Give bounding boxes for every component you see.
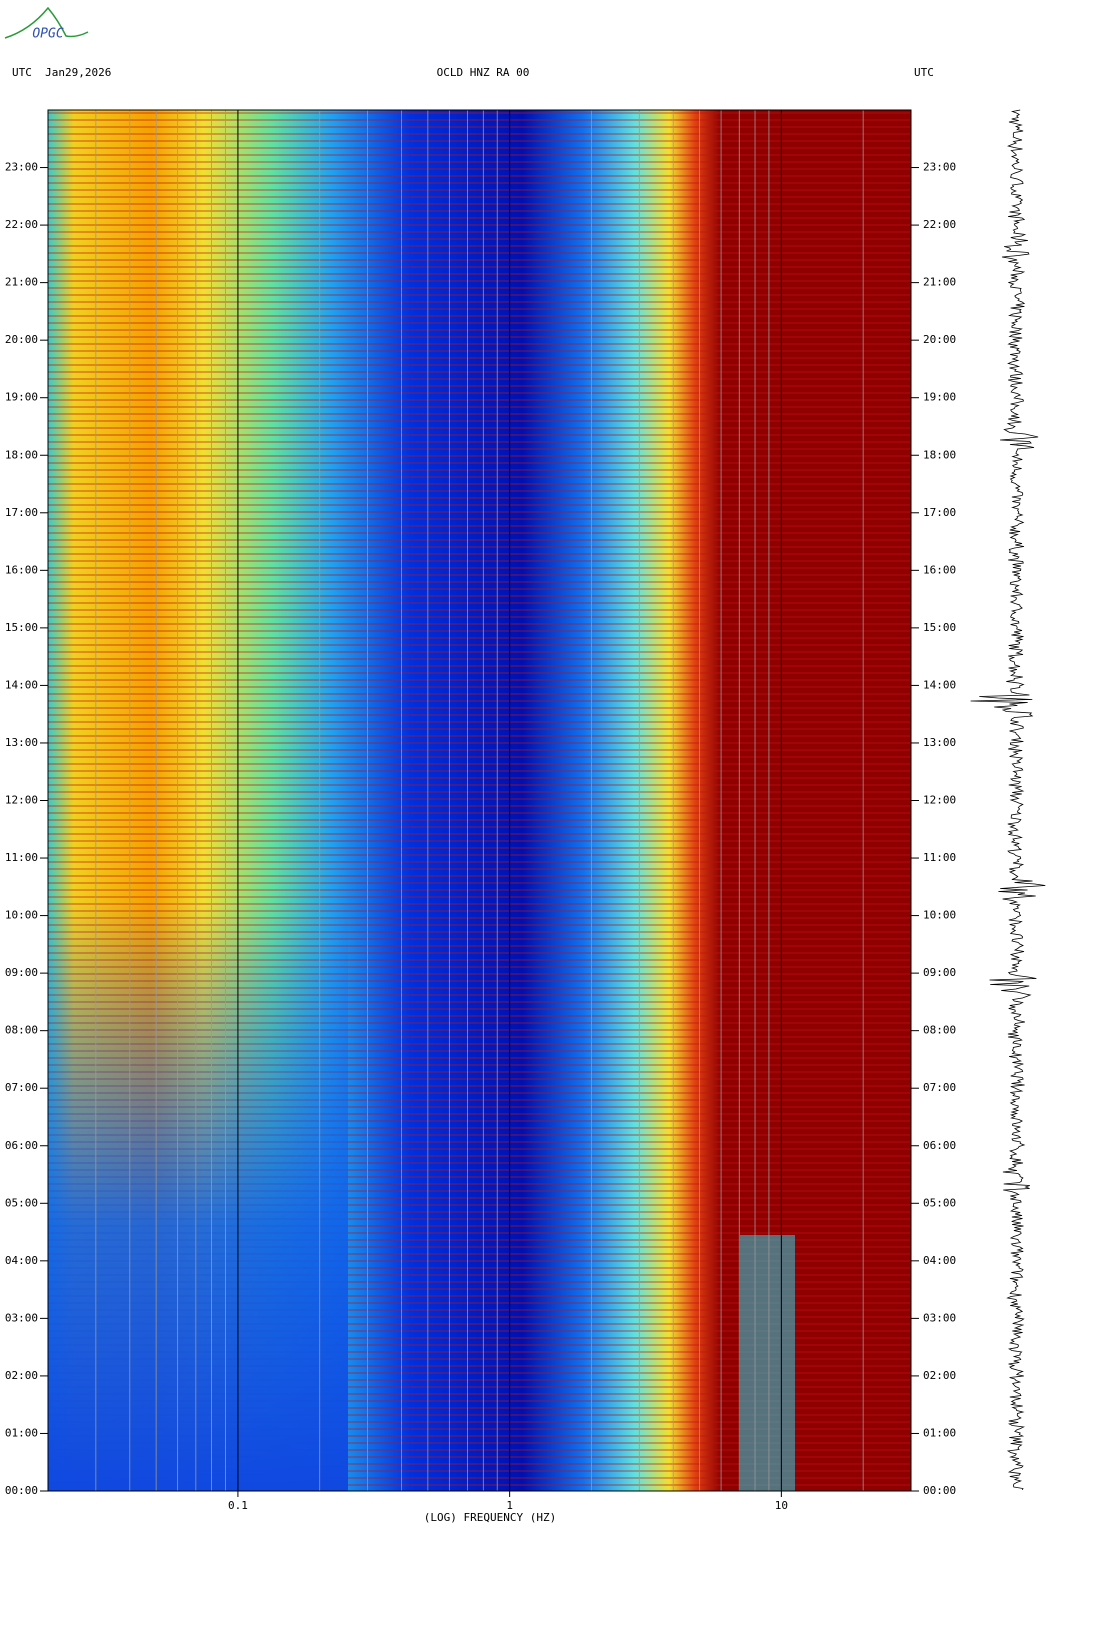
y-tick-label-left: 02:00	[5, 1369, 38, 1382]
y-tick-label-right: 10:00	[923, 909, 956, 922]
y-tick-label-left: 23:00	[5, 161, 38, 174]
y-tick-label-right: 20:00	[923, 333, 956, 346]
y-tick-label-left: 20:00	[5, 333, 38, 346]
y-tick-label-right: 03:00	[923, 1311, 956, 1324]
logo-text: OPGC	[32, 27, 63, 42]
logo: OPGC	[4, 6, 89, 42]
spectrogram-area	[48, 110, 911, 1491]
y-tick-label-right: 12:00	[923, 794, 956, 807]
y-tick-label-left: 19:00	[5, 391, 38, 404]
spectrogram-low-energy	[48, 900, 348, 1491]
x-tick-label: 0.1	[228, 1499, 248, 1512]
y-tick-label-right: 01:00	[923, 1426, 956, 1439]
y-tick-label-left: 14:00	[5, 678, 38, 691]
y-tick-label-right: 11:00	[923, 851, 956, 864]
y-tick-label-right: 00:00	[923, 1484, 956, 1497]
x-tick-label: 1	[506, 1499, 513, 1512]
y-tick-label-left: 13:00	[5, 736, 38, 749]
x-axis-label: (LOG) FREQUENCY (HZ)	[424, 1511, 556, 1524]
x-tick-label: 10	[775, 1499, 788, 1512]
seismogram-trace	[970, 109, 1046, 1491]
y-tick-label-left: 06:00	[5, 1139, 38, 1152]
y-tick-label-right: 22:00	[923, 218, 956, 231]
y-tick-label-left: 04:00	[5, 1254, 38, 1267]
y-tick-label-left: 18:00	[5, 448, 38, 461]
y-tick-label-right: 04:00	[923, 1254, 956, 1267]
y-tick-label-left: 08:00	[5, 1024, 38, 1037]
y-tick-label-left: 22:00	[5, 218, 38, 231]
y-tick-label-left: 16:00	[5, 563, 38, 576]
y-tick-label-right: 09:00	[923, 966, 956, 979]
y-tick-label-right: 19:00	[923, 391, 956, 404]
y-tick-label-left: 12:00	[5, 794, 38, 807]
y-tick-label-left: 15:00	[5, 621, 38, 634]
y-tick-label-left: 10:00	[5, 909, 38, 922]
y-tick-label-right: 18:00	[923, 448, 956, 461]
y-tick-label-left: 03:00	[5, 1311, 38, 1324]
y-tick-label-right: 17:00	[923, 506, 956, 519]
y-tick-label-right: 07:00	[923, 1081, 956, 1094]
y-tick-label-right: 23:00	[923, 161, 956, 174]
y-tick-label-right: 13:00	[923, 736, 956, 749]
y-tick-label-left: 17:00	[5, 506, 38, 519]
y-tick-label-left: 21:00	[5, 276, 38, 289]
y-tick-label-right: 16:00	[923, 563, 956, 576]
left-label: UTC Jan29,2026	[12, 66, 111, 79]
y-tick-label-left: 11:00	[5, 851, 38, 864]
spectrogram-band	[740, 1235, 795, 1491]
right-label: UTC	[914, 66, 934, 79]
y-tick-label-right: 21:00	[923, 276, 956, 289]
y-tick-label-left: 01:00	[5, 1426, 38, 1439]
y-tick-label-left: 00:00	[5, 1484, 38, 1497]
chart-title: OCLD HNZ RA 00	[437, 66, 530, 79]
y-tick-label-right: 02:00	[923, 1369, 956, 1382]
y-tick-label-left: 09:00	[5, 966, 38, 979]
y-tick-label-right: 06:00	[923, 1139, 956, 1152]
y-tick-label-right: 08:00	[923, 1024, 956, 1037]
y-tick-label-right: 15:00	[923, 621, 956, 634]
y-tick-label-right: 05:00	[923, 1196, 956, 1209]
y-tick-label-right: 14:00	[923, 678, 956, 691]
y-tick-label-left: 05:00	[5, 1196, 38, 1209]
y-tick-label-left: 07:00	[5, 1081, 38, 1094]
